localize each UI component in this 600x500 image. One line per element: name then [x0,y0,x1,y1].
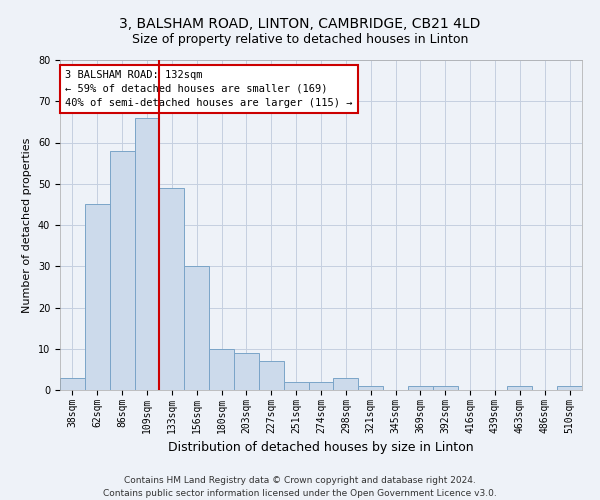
Bar [60,378,85,390]
Text: Size of property relative to detached houses in Linton: Size of property relative to detached ho… [132,32,468,46]
Bar [134,118,160,390]
Bar [209,349,234,390]
Bar [308,382,334,390]
Bar [259,361,284,390]
Bar [358,386,383,390]
Bar [85,204,110,390]
Bar [284,382,308,390]
Y-axis label: Number of detached properties: Number of detached properties [22,138,32,312]
Bar [234,353,259,390]
Bar [110,151,134,390]
Bar [160,188,184,390]
Bar [433,386,458,390]
Bar [508,386,532,390]
Bar [184,266,209,390]
Text: 3, BALSHAM ROAD, LINTON, CAMBRIDGE, CB21 4LD: 3, BALSHAM ROAD, LINTON, CAMBRIDGE, CB21… [119,18,481,32]
Text: 3 BALSHAM ROAD: 132sqm
← 59% of detached houses are smaller (169)
40% of semi-de: 3 BALSHAM ROAD: 132sqm ← 59% of detached… [65,70,353,108]
Bar [408,386,433,390]
Bar [334,378,358,390]
Text: Contains HM Land Registry data © Crown copyright and database right 2024.
Contai: Contains HM Land Registry data © Crown c… [103,476,497,498]
X-axis label: Distribution of detached houses by size in Linton: Distribution of detached houses by size … [168,441,474,454]
Bar [557,386,582,390]
